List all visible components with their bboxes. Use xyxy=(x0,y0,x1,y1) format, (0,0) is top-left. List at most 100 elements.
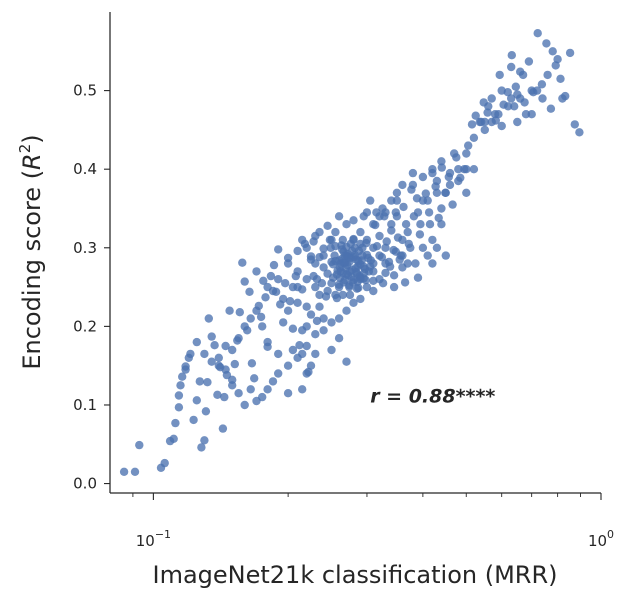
data-point-315 xyxy=(283,389,293,398)
data-point-68 xyxy=(319,244,328,253)
data-point-297 xyxy=(184,353,193,362)
y-axis-label-main: Encoding score ( xyxy=(18,170,46,370)
data-point-216 xyxy=(389,282,399,292)
data-point-42 xyxy=(259,276,268,285)
data-point-283 xyxy=(274,369,283,378)
data-point-389 xyxy=(518,70,528,80)
data-point-377 xyxy=(469,165,479,174)
y-axis-label-sup: 2 xyxy=(16,144,34,154)
data-point-355 xyxy=(293,282,302,292)
data-point-65 xyxy=(312,316,322,326)
data-point-322 xyxy=(234,334,243,343)
data-point-356 xyxy=(311,282,320,292)
data-point-323 xyxy=(228,345,237,355)
data-point-51 xyxy=(281,279,290,288)
data-point-221 xyxy=(428,235,437,245)
data-point-380 xyxy=(494,110,503,119)
data-point-110 xyxy=(399,202,408,212)
data-point-382 xyxy=(510,102,519,111)
data-point-248 xyxy=(462,165,471,174)
data-point-15 xyxy=(195,377,204,386)
data-point-237 xyxy=(462,149,471,158)
data-point-351 xyxy=(274,275,283,284)
data-point-290 xyxy=(234,389,243,398)
data-point-324 xyxy=(221,341,230,351)
data-point-369 xyxy=(398,180,407,190)
data-point-17 xyxy=(200,436,209,445)
y-axis-label-var: R xyxy=(18,153,46,170)
data-point-385 xyxy=(538,94,547,103)
data-point-118 xyxy=(421,189,430,198)
data-point-277 xyxy=(311,330,320,339)
data-point-381 xyxy=(503,102,513,111)
data-point-350 xyxy=(283,259,293,268)
data-point-233 xyxy=(425,220,435,229)
data-point-327 xyxy=(375,212,384,221)
data-point-43 xyxy=(261,293,270,302)
y-tick-label-3: 0.3 xyxy=(73,239,97,257)
data-point-330 xyxy=(362,235,372,245)
data-point-276 xyxy=(319,326,328,335)
data-point-376 xyxy=(462,188,471,197)
data-point-116 xyxy=(415,230,425,239)
data-point-201 xyxy=(345,282,354,292)
data-point-288 xyxy=(246,385,255,394)
data-point-294 xyxy=(207,357,216,366)
data-point-346 xyxy=(319,251,328,260)
data-point-365 xyxy=(413,208,423,217)
data-point-349 xyxy=(293,267,302,276)
data-point-384 xyxy=(532,86,542,95)
data-point-156 xyxy=(575,128,584,137)
y-axis-label: Encoding score (R2) xyxy=(16,134,46,369)
data-point-270 xyxy=(369,286,378,296)
data-point-32 xyxy=(235,308,244,317)
data-point-274 xyxy=(334,314,344,323)
correlation-annotation: r = 0.88**** xyxy=(370,386,495,408)
data-point-19 xyxy=(203,378,212,387)
data-points xyxy=(119,29,584,476)
data-point-336 xyxy=(392,212,402,221)
data-point-375 xyxy=(454,176,463,186)
x-tick-label-base-0: 10 xyxy=(136,532,155,550)
data-point-313 xyxy=(302,369,311,378)
data-point-34 xyxy=(240,277,249,286)
data-point-285 xyxy=(263,385,272,394)
data-point-370 xyxy=(392,188,402,197)
data-point-199 xyxy=(340,251,350,260)
data-point-275 xyxy=(327,318,336,327)
data-point-332 xyxy=(342,220,351,229)
data-point-6 xyxy=(169,434,178,443)
data-point-305 xyxy=(319,314,328,323)
data-point-194 xyxy=(347,272,356,282)
data-point-393 xyxy=(527,110,536,119)
data-point-354 xyxy=(279,294,288,304)
data-point-245 xyxy=(507,94,516,103)
data-point-1 xyxy=(130,467,140,476)
data-point-331 xyxy=(349,216,358,225)
data-point-4 xyxy=(160,458,169,468)
data-point-48 xyxy=(274,245,283,254)
data-point-126 xyxy=(448,200,457,209)
data-point-39 xyxy=(252,267,261,276)
data-point-257 xyxy=(302,243,311,252)
data-point-302 xyxy=(293,298,302,307)
data-point-123 xyxy=(437,163,446,172)
data-point-368 xyxy=(408,168,418,178)
data-point-105 xyxy=(387,226,396,235)
data-point-14 xyxy=(192,396,201,405)
data-point-379 xyxy=(487,117,496,127)
data-point-46 xyxy=(269,260,279,270)
data-point-148 xyxy=(537,80,547,89)
data-point-264 xyxy=(323,286,332,296)
data-point-357 xyxy=(334,282,344,292)
y-tick-label-1: 0.1 xyxy=(73,396,97,414)
data-point-231 xyxy=(408,180,418,190)
data-point-373 xyxy=(428,165,437,174)
data-point-383 xyxy=(516,94,525,103)
data-point-250 xyxy=(441,188,450,197)
data-point-13 xyxy=(189,415,198,425)
data-point-155 xyxy=(570,120,579,129)
data-point-219 xyxy=(413,273,423,282)
data-point-253 xyxy=(327,235,336,245)
data-point-312 xyxy=(306,361,316,370)
